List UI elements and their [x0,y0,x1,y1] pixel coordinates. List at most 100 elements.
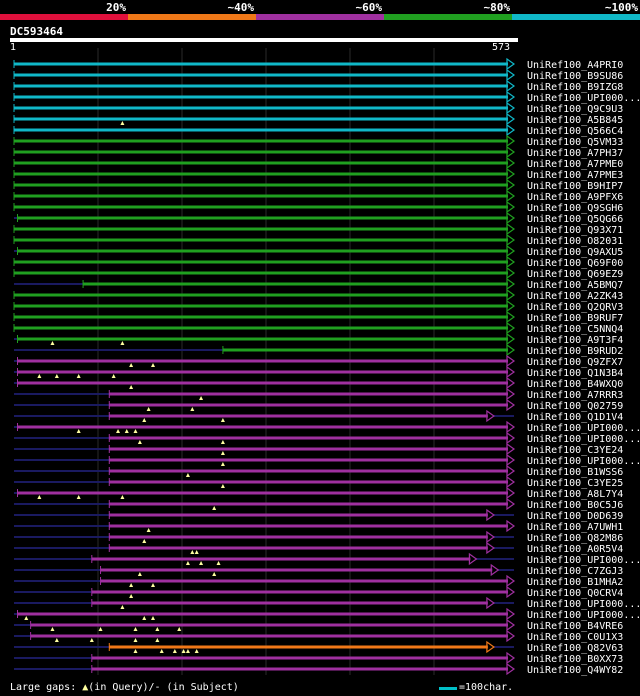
hit-bar[interactable] [14,304,508,308]
hit-bar[interactable] [14,150,508,154]
hit-bar[interactable] [14,227,508,231]
hit-bar[interactable] [14,128,508,132]
hit-label[interactable]: UniRef100_B9HIP7 [527,181,623,192]
hit-label[interactable]: UniRef100_Q69F00 [527,258,623,269]
hit-label[interactable]: UniRef100_C7ZGJ3 [527,566,623,577]
hit-label[interactable]: UniRef100_UPI000... [527,555,640,566]
hit-bar[interactable] [109,469,508,473]
hit-bar[interactable] [14,139,508,143]
hit-label[interactable]: UniRef100_Q4WY82 [527,665,623,676]
hit-label[interactable]: UniRef100_A7UWH1 [527,522,623,533]
hit-label[interactable]: UniRef100_Q02759 [527,401,623,412]
hit-bar[interactable] [14,271,508,275]
hit-bar[interactable] [91,601,488,605]
hit-label[interactable]: UniRef100_Q1N3B4 [527,368,623,379]
hit-bar[interactable] [14,260,508,264]
hit-label[interactable]: UniRef100_C0U1X3 [527,632,623,643]
hit-label[interactable]: UniRef100_Q9SGH6 [527,203,623,214]
hit-bar[interactable] [30,623,508,627]
hit-bar[interactable] [14,293,508,297]
hit-label[interactable]: UniRef100_Q9C9U3 [527,104,623,115]
hit-label[interactable]: UniRef100_C5NNQ4 [527,324,623,335]
hit-label[interactable]: UniRef100_Q69EZ9 [527,269,623,280]
hit-bar[interactable] [14,183,508,187]
hit-bar[interactable] [83,282,509,286]
hit-label[interactable]: UniRef100_A7RRR3 [527,390,623,401]
hit-bar[interactable] [91,590,508,594]
hit-label[interactable]: UniRef100_Q2QRV3 [527,302,623,313]
hit-label[interactable]: UniRef100_UPI000... [527,93,640,104]
hit-label[interactable]: UniRef100_A5BMQ7 [527,280,623,291]
hit-label[interactable]: UniRef100_A2ZK43 [527,291,623,302]
hit-label[interactable]: UniRef100_Q93X71 [527,225,623,236]
hit-bar[interactable] [109,524,508,528]
hit-label[interactable]: UniRef100_A8L7Y4 [527,489,623,500]
hit-bar[interactable] [14,73,508,77]
hit-label[interactable]: UniRef100_B9IZG8 [527,82,623,93]
hit-bar[interactable] [100,579,509,583]
hit-label[interactable]: UniRef100_Q5QG66 [527,214,623,225]
hit-bar[interactable] [222,348,508,352]
hit-bar[interactable] [14,205,508,209]
hit-label[interactable]: UniRef100_Q5VM33 [527,137,623,148]
hit-label[interactable]: UniRef100_Q9AXU5 [527,247,623,258]
hit-bar[interactable] [17,425,509,429]
hit-label[interactable]: UniRef100_A4PRI0 [527,60,623,71]
hit-label[interactable]: UniRef100_B9SU86 [527,71,623,82]
hit-label[interactable]: UniRef100_Q82M86 [527,533,623,544]
hit-bar[interactable] [14,172,508,176]
hit-label[interactable]: UniRef100_Q1D1V4 [527,412,623,423]
hit-label[interactable]: UniRef100_Q9ZFX7 [527,357,623,368]
hit-label[interactable]: UniRef100_A0R5V4 [527,544,623,555]
hit-label[interactable]: UniRef100_B4VRE6 [527,621,623,632]
hit-bar[interactable] [17,491,509,495]
hit-label[interactable]: UniRef100_D0D639 [527,511,623,522]
hit-bar[interactable] [91,656,508,660]
hit-label[interactable]: UniRef100_B1WSS6 [527,467,623,478]
hit-bar[interactable] [100,568,493,572]
hit-label[interactable]: UniRef100_B9RUD2 [527,346,623,357]
hit-bar[interactable] [109,480,508,484]
hit-bar[interactable] [17,216,509,220]
hit-bar[interactable] [109,436,508,440]
hit-label[interactable]: UniRef100_Q82V63 [527,643,623,654]
hit-bar[interactable] [109,414,488,418]
hit-label[interactable]: UniRef100_A7PME0 [527,159,623,170]
hit-bar[interactable] [17,337,509,341]
hit-bar[interactable] [109,645,488,649]
hit-bar[interactable] [14,326,508,330]
hit-bar[interactable] [14,106,508,110]
hit-label[interactable]: UniRef100_UPI000... [527,599,640,610]
hit-bar[interactable] [14,84,508,88]
hit-bar[interactable] [91,667,508,671]
hit-label[interactable]: UniRef100_B0C5J6 [527,500,623,511]
hit-bar[interactable] [14,315,508,319]
hit-label[interactable]: UniRef100_UPI000... [527,434,640,445]
hit-bar[interactable] [30,634,508,638]
hit-bar[interactable] [109,513,488,517]
hit-label[interactable]: UniRef100_UPI000... [527,610,640,621]
hit-bar[interactable] [17,612,509,616]
hit-label[interactable]: UniRef100_Q566C4 [527,126,623,137]
hit-label[interactable]: UniRef100_O82031 [527,236,623,247]
hit-label[interactable]: UniRef100_A5B845 [527,115,623,126]
hit-label[interactable]: UniRef100_A7PH37 [527,148,623,159]
hit-bar[interactable] [109,535,488,539]
hit-bar[interactable] [14,62,508,66]
hit-bar[interactable] [109,502,508,506]
hit-bar[interactable] [14,95,508,99]
hit-label[interactable]: UniRef100_B1MHA2 [527,577,623,588]
hit-label[interactable]: UniRef100_A9PFX6 [527,192,623,203]
hit-bar[interactable] [91,557,471,561]
hit-bar[interactable] [17,370,509,374]
hit-bar[interactable] [109,403,508,407]
hit-bar[interactable] [109,392,508,396]
hit-bar[interactable] [109,447,508,451]
hit-label[interactable]: UniRef100_B0XX73 [527,654,623,665]
hit-label[interactable]: UniRef100_Q0CRV4 [527,588,623,599]
hit-label[interactable]: UniRef100_B9RUF7 [527,313,623,324]
hit-label[interactable]: UniRef100_UPI000... [527,423,640,434]
hit-bar[interactable] [17,249,509,253]
hit-bar[interactable] [14,117,508,121]
hit-label[interactable]: UniRef100_C3YE24 [527,445,623,456]
